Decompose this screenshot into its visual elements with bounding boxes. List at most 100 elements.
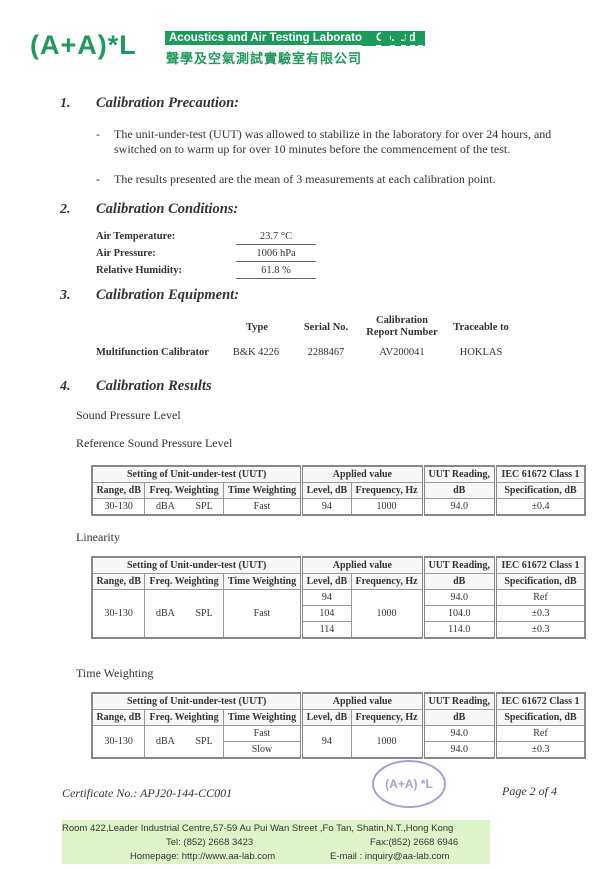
equipment-header: Type: [246, 322, 268, 333]
header-setting: Setting of Unit-under-test (UUT): [91, 556, 303, 574]
header-reading: UUT Reading,: [421, 692, 496, 710]
lab-stamp: (A+A) *L: [372, 760, 446, 808]
header-iec: IEC 61672 Class 1: [493, 556, 586, 574]
header-setting: Setting of Unit-under-test (UUT): [91, 692, 303, 710]
condition-label: Air Pressure:: [96, 247, 156, 259]
equipment-traceable: HOKLAS: [459, 347, 503, 358]
header-iec: IEC 61672 Class 1: [493, 692, 586, 710]
cell-freq-weighting-2: SPL: [185, 725, 224, 759]
header-level: Level, dB: [300, 482, 352, 499]
certificate-number: Certificate No.: APJ20-144-CC001: [62, 786, 233, 800]
lab-name-zh: 聲學及空氣測試實驗室有限公司: [166, 51, 363, 66]
table-row: 30-130 dBA SPL Fast 94 1000 94.0 ±0.4: [91, 498, 586, 516]
cell-time-weighting: Fast: [222, 589, 303, 639]
header-applied: Applied value: [300, 556, 424, 574]
cell-freq-weighting: dBA: [144, 498, 186, 516]
cell-freq-weighting: dBA: [144, 589, 186, 639]
header-range: Range, dB: [91, 482, 146, 499]
table-row: 114 114.0 ±0.3: [92, 621, 586, 639]
cell-freq-weighting: dBA: [144, 725, 186, 759]
section-number: 4.: [60, 379, 71, 394]
cell-reading: 114.0: [421, 621, 496, 639]
subsection-title: Time Weighting: [76, 666, 154, 680]
cell-frequency: 1000: [350, 498, 424, 516]
header-freq-weighting: Freq. Weighting: [144, 573, 224, 590]
condition-label: Relative Humidity:: [96, 264, 183, 276]
cell-freq-weighting-2: SPL: [185, 498, 224, 516]
company-logo: (A+A)*L: [30, 30, 137, 60]
equipment-type: B&K 4226: [232, 347, 280, 358]
reference-spl-table: Setting of Unit-under-test (UUT) Applied …: [91, 465, 586, 516]
header-level: Level, dB: [300, 709, 352, 726]
header-freq-weighting: Freq. Weighting: [144, 709, 224, 726]
section-title: Calibration Results: [96, 378, 212, 394]
cell-reading: 94.0: [421, 741, 496, 759]
cell-reading: 94.0: [421, 725, 496, 742]
footer-address: Room 422,Leader Industrial Centre,57-59 …: [62, 823, 454, 834]
cell-range: 30-130: [91, 725, 146, 759]
footer-fax: Fax:(852) 2668 6946: [370, 837, 459, 848]
section-number: 3.: [60, 288, 71, 303]
cell-spec: ±0.4: [493, 498, 586, 516]
cell-level: 94: [300, 725, 352, 759]
header-reading: UUT Reading,: [421, 556, 496, 574]
cell-range: 30-130: [91, 498, 146, 516]
cell-spec: ±0.3: [493, 605, 586, 622]
cell-reading: 94.0: [421, 498, 496, 516]
header-frequency: Frequency, Hz: [350, 573, 424, 590]
cell-spec: ±0.3: [493, 741, 586, 759]
condition-value: 61.8 %: [236, 261, 316, 279]
header-spec: Specification, dB: [493, 482, 586, 499]
equipment-header: Traceable to: [453, 322, 509, 333]
subsection-title: Sound Pressure Level: [76, 408, 181, 422]
cell-time-weighting: Fast: [222, 725, 303, 742]
header-frequency: Frequency, Hz: [350, 709, 424, 726]
header-applied: Applied value: [300, 692, 424, 710]
section-title: Calibration Precaution:: [96, 95, 240, 111]
footer-tel: Tel: (852) 2668 3423: [166, 837, 254, 848]
cell-reading: 94.0: [421, 589, 496, 606]
header-level: Level, dB: [300, 573, 352, 590]
table-row: 30-130 dBA SPL Fast 94 1000 94.0 Ref: [91, 725, 586, 759]
header-setting: Setting of Unit-under-test (UUT): [91, 465, 303, 483]
equipment-name: Multifunction Calibrator: [96, 347, 209, 358]
cell-spec: Ref: [493, 589, 586, 606]
conditions-table: Air Temperature: 23.7 °C Air Pressure: 100…: [96, 228, 316, 279]
subsection-title: Reference Sound Pressure Level: [76, 436, 233, 450]
header-frequency: Frequency, Hz: [350, 482, 424, 499]
cell-range: 30-130: [91, 589, 146, 639]
cell-level: 114: [300, 621, 352, 639]
footer-contact: Room 422,Leader Industrial Centre,57-59 …: [62, 820, 490, 864]
header-db: dB: [421, 573, 496, 590]
cell-frequency: 1000: [350, 589, 424, 639]
condition-value: 23.7 °C: [236, 228, 316, 245]
cell-reading: 104.0: [421, 605, 496, 622]
condition-value: 1006 hPa: [236, 244, 316, 262]
cell-time-weighting: Fast: [222, 498, 303, 516]
footer-homepage: Homepage: http://www.aa-lab.com: [130, 851, 276, 862]
equipment-serial: 2288467: [307, 347, 345, 358]
time-weighting-table: Setting of Unit-under-test (UUT) Applied …: [91, 692, 586, 759]
header-db: dB: [421, 482, 496, 499]
header-spec: Specification, dB: [493, 709, 586, 726]
precaution-bullet: The unit-under-test (UUT) was allowed to…: [114, 127, 552, 156]
section-number: 2.: [60, 202, 71, 217]
page-number: Page 2 of 4: [502, 784, 557, 798]
equipment-header: Serial No.: [303, 322, 349, 333]
logo-bars: [362, 31, 425, 46]
cell-level: 104: [300, 605, 352, 622]
cell-spec: Ref: [493, 725, 586, 742]
cell-level: 94: [300, 498, 352, 516]
table-row: Slow 94.0 ±0.3: [92, 741, 586, 759]
header-applied: Applied value: [300, 465, 424, 483]
subsection-title: Linearity: [76, 530, 120, 544]
cell-level: 94: [300, 589, 352, 606]
header-range: Range, dB: [91, 573, 146, 590]
equipment-report: AV200041: [379, 347, 425, 358]
section-title: Calibration Conditions:: [96, 201, 239, 217]
cell-frequency: 1000: [350, 725, 424, 759]
table-row: 104 104.0 ±0.3: [92, 605, 586, 622]
condition-label: Air Temperature:: [96, 230, 176, 242]
header-time-weighting: Time Weighting: [222, 573, 303, 590]
